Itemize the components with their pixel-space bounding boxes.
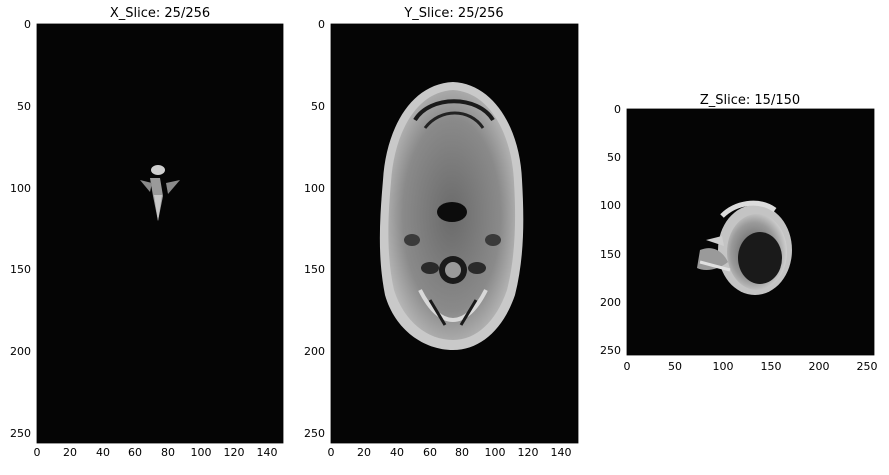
tick-label: 150 [600, 248, 621, 261]
tick-label: 60 [423, 446, 437, 459]
tick-label: 140 [257, 446, 278, 459]
tick-label: 0 [614, 103, 621, 116]
tick-label: 40 [390, 446, 404, 459]
tick-label: 50 [311, 100, 325, 113]
tick-label: 100 [485, 446, 506, 459]
tick-label: 0 [24, 18, 31, 31]
tick-label: 0 [318, 18, 325, 31]
tick-label: 0 [328, 446, 335, 459]
panel-x-structure [140, 165, 180, 221]
tick-label: 200 [10, 345, 31, 358]
tick-label: 120 [518, 446, 539, 459]
tick-label: 150 [10, 263, 31, 276]
tick-label: 100 [10, 182, 31, 195]
tick-label: 250 [10, 427, 31, 440]
panel-x-title: X_Slice: 25/256 [110, 6, 210, 21]
tick-label: 200 [304, 345, 325, 358]
tick-label: 60 [128, 446, 142, 459]
panel-z: Z_Slice: 15/150 0 50 100 150 200 250 0 5… [600, 93, 878, 373]
panel-x-image [37, 24, 283, 443]
tick-label: 0 [624, 360, 631, 373]
panel-z-xaxis: 0 50 100 150 200 250 [624, 360, 878, 373]
tick-label: 100 [600, 199, 621, 212]
panel-y: Y_Slice: 25/256 0 50 100 [304, 6, 579, 459]
panel-y-yaxis: 0 50 100 150 200 250 [304, 18, 325, 440]
tick-label: 50 [17, 100, 31, 113]
panel-y-title: Y_Slice: 25/256 [403, 6, 503, 21]
tick-label: 50 [607, 151, 621, 164]
tick-label: 80 [455, 446, 469, 459]
panel-x-yaxis: 0 50 100 150 200 250 [10, 18, 31, 440]
tick-label: 250 [304, 427, 325, 440]
tick-label: 150 [761, 360, 782, 373]
tick-label: 200 [809, 360, 830, 373]
panel-y-head-axial [379, 82, 524, 350]
tick-label: 20 [63, 446, 77, 459]
panel-z-title: Z_Slice: 15/150 [700, 93, 800, 108]
tick-label: 140 [551, 446, 572, 459]
tick-label: 50 [668, 360, 682, 373]
tick-label: 100 [191, 446, 212, 459]
panel-x: X_Slice: 25/256 0 50 100 150 200 250 0 2… [10, 6, 284, 459]
tick-label: 20 [357, 446, 371, 459]
panel-x-xaxis: 0 20 40 60 80 100 120 140 [34, 446, 278, 459]
tick-label: 0 [34, 446, 41, 459]
tick-label: 80 [161, 446, 175, 459]
panel-z-yaxis: 0 50 100 150 200 250 [600, 103, 621, 357]
tick-label: 100 [304, 182, 325, 195]
tick-label: 120 [224, 446, 245, 459]
panel-z-head-sagittal [697, 200, 792, 295]
tick-label: 150 [304, 263, 325, 276]
tick-label: 200 [600, 296, 621, 309]
panel-y-xaxis: 0 20 40 60 80 100 120 140 [328, 446, 572, 459]
tick-label: 250 [857, 360, 878, 373]
tick-label: 40 [96, 446, 110, 459]
tick-label: 100 [713, 360, 734, 373]
tick-label: 250 [600, 344, 621, 357]
